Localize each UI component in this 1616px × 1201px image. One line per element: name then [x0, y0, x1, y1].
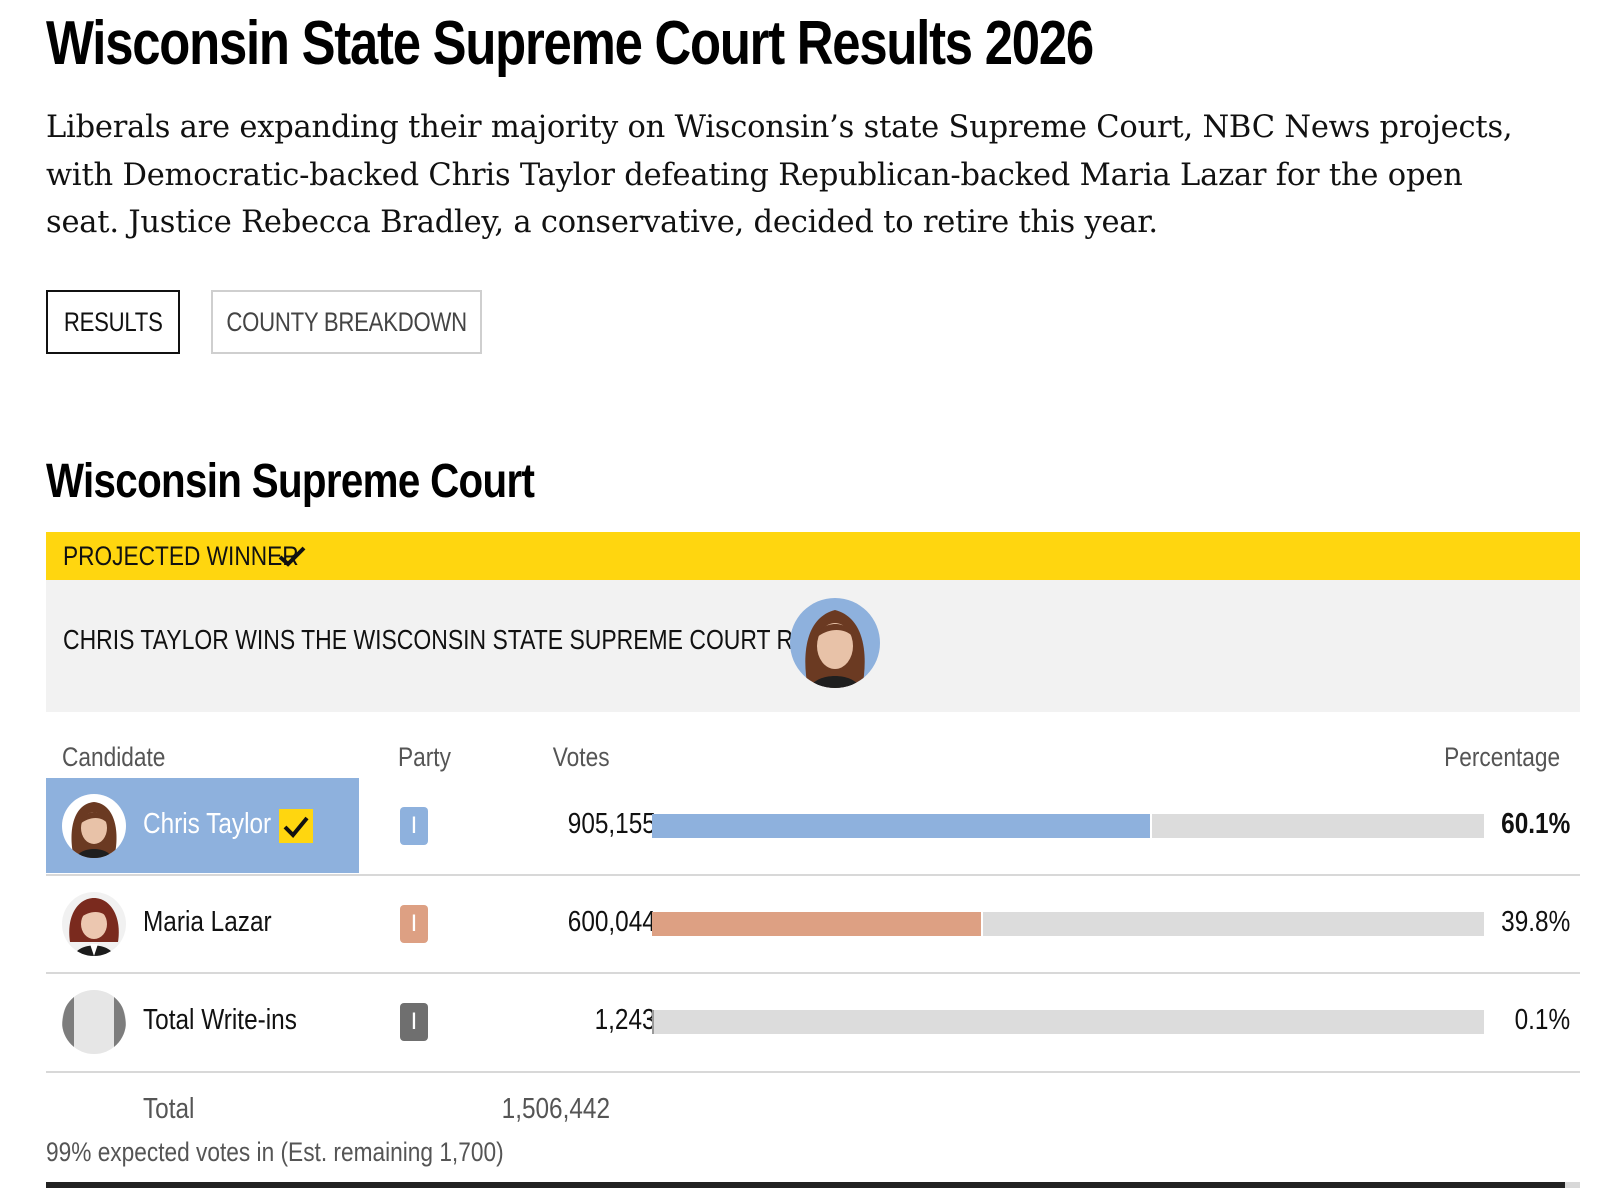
tab-results[interactable]: RESULTS [46, 290, 180, 354]
projected-winner-label: PROJECTED WINNER [63, 540, 299, 571]
candidate-name: Chris Taylor [143, 808, 272, 840]
tab-results-label: RESULTS [63, 306, 163, 337]
candidate-row-write-ins: Total Write-ins I 1,243 0.1% [46, 974, 1580, 1070]
winner-headline: CHRIS TAYLOR WINS THE WISCONSIN STATE SU… [63, 624, 841, 655]
candidate-row-maria-lazar: Maria Lazar I 600,044 39.8% [46, 876, 1580, 972]
vote-share-fill [652, 912, 984, 936]
candidate-row-chris-taylor: Chris Taylor I 905,155 60.1% [46, 778, 1580, 874]
vote-count: 600,044 [567, 906, 656, 938]
vote-share-bar [652, 912, 1484, 936]
projected-winner-bar: PROJECTED WINNER [46, 532, 1580, 580]
candidate-avatar [62, 794, 126, 858]
party-badge: I [400, 1003, 428, 1041]
expected-votes-progress [46, 1182, 1580, 1188]
page-intro: Liberals are expanding their majority on… [46, 110, 1513, 240]
party-badge: I [400, 905, 428, 943]
candidate-cell: Total Write-ins [46, 974, 359, 1069]
page-title: Wisconsin State Supreme Court Results 20… [46, 9, 1094, 78]
candidate-name: Total Write-ins [143, 1004, 297, 1036]
tab-county-breakdown[interactable]: COUNTY BREAKDOWN [211, 290, 482, 354]
tab-county-breakdown-label: COUNTY BREAKDOWN [226, 306, 467, 337]
candidate-cell: Chris Taylor [46, 778, 359, 873]
vote-count: 1,243 [595, 1004, 656, 1036]
vote-percentage: 39.8% [1500, 906, 1570, 938]
winner-avatar [790, 598, 880, 688]
column-header-percentage: Percentage [1443, 742, 1560, 772]
vote-percentage: 60.1% [1500, 808, 1570, 840]
vote-share-bar [652, 814, 1484, 838]
party-badge: I [400, 807, 428, 845]
column-header-votes: Votes [553, 742, 610, 772]
winner-panel: CHRIS TAYLOR WINS THE WISCONSIN STATE SU… [46, 580, 1580, 712]
row-divider [46, 874, 1580, 876]
candidate-avatar [62, 892, 126, 956]
expected-votes-text: 99% expected votes in (Est. remaining 1,… [46, 1137, 504, 1167]
vote-share-bar [652, 1010, 1484, 1034]
candidate-cell: Maria Lazar [46, 876, 359, 971]
race-title: Wisconsin Supreme Court [46, 455, 535, 508]
total-label: Total [143, 1093, 195, 1125]
row-divider [46, 972, 1580, 974]
check-icon [278, 546, 306, 567]
total-votes: 1,506,442 [501, 1093, 610, 1125]
vote-share-fill [652, 1010, 654, 1034]
expected-votes-progress-fill [46, 1182, 1565, 1188]
winner-check-icon [279, 809, 313, 843]
row-divider [46, 1071, 1580, 1073]
vote-count: 905,155 [567, 808, 656, 840]
column-header-party: Party [398, 742, 451, 772]
vote-percentage: 0.1% [1514, 1004, 1570, 1036]
vote-share-fill [652, 814, 1153, 838]
placeholder-avatar-icon [62, 990, 126, 1054]
candidate-name: Maria Lazar [143, 906, 272, 938]
column-header-candidate: Candidate [62, 742, 166, 772]
